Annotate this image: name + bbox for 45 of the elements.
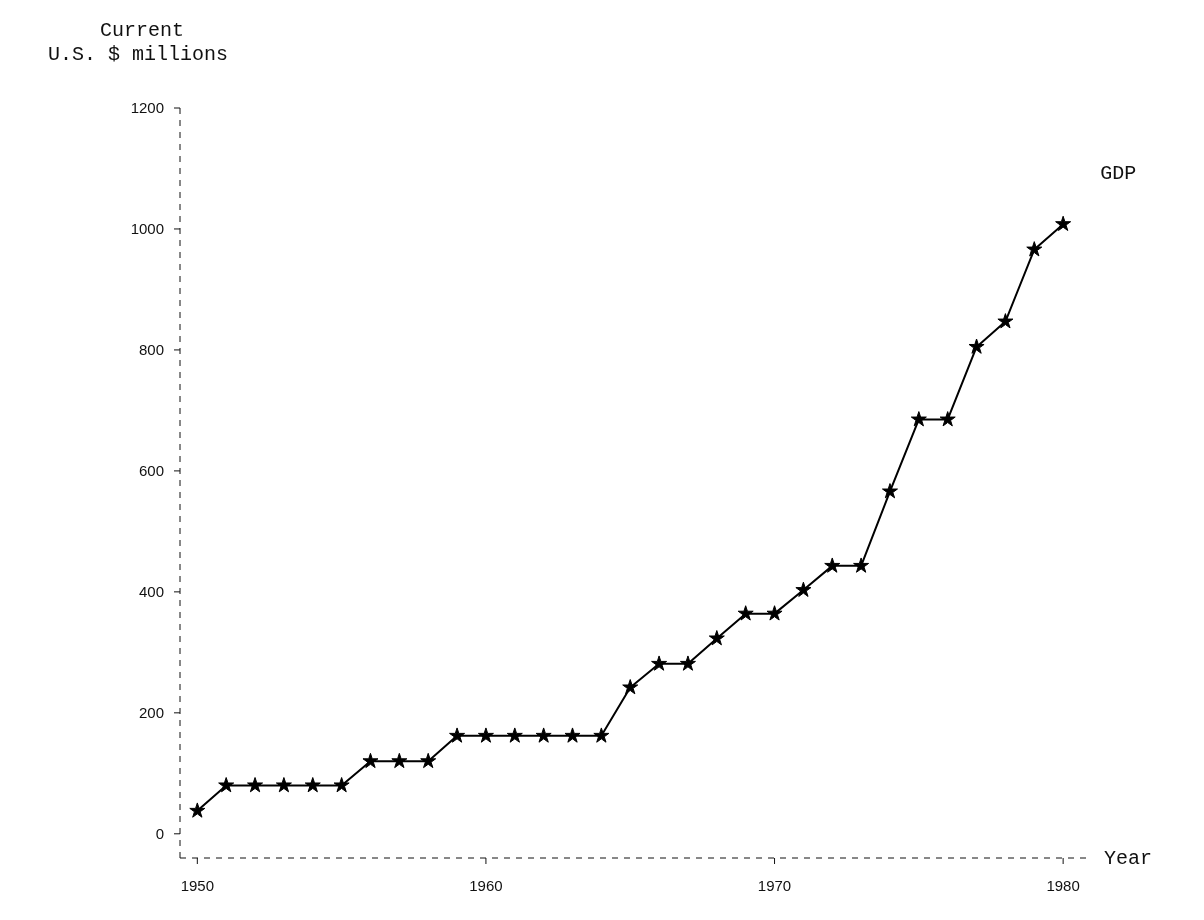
y-tick-label: 200 (138, 704, 164, 722)
point (391, 752, 408, 769)
point (593, 727, 610, 743)
point (535, 727, 552, 743)
y-tick-label: 800 (138, 341, 164, 359)
x-tick-label: 1960 (469, 876, 503, 894)
point (766, 605, 783, 621)
x-axis-title: Year (1104, 847, 1153, 870)
point (449, 727, 466, 743)
point (564, 727, 581, 743)
y-tick-label: 400 (138, 583, 164, 601)
point (622, 679, 639, 695)
point (968, 338, 985, 354)
point (189, 802, 206, 818)
point (420, 752, 437, 769)
y-tick-label: 1200 (130, 99, 164, 117)
point (737, 605, 754, 621)
point (477, 727, 494, 743)
x-tick-label: 1950 (180, 876, 214, 894)
point (1026, 241, 1043, 257)
point (708, 630, 725, 646)
point (275, 777, 292, 793)
y-axis-title: Current U.S. $ millions (48, 19, 229, 66)
y-tick-label: 0 (155, 825, 164, 843)
point (795, 581, 812, 597)
point (362, 752, 379, 769)
point (247, 777, 264, 793)
point (853, 557, 870, 573)
point (1055, 215, 1072, 232)
point (824, 557, 841, 573)
point (881, 483, 898, 499)
x-tick-label: 1970 (757, 876, 792, 894)
y-tick-label: 600 (138, 462, 164, 480)
point (679, 655, 696, 671)
point (333, 777, 350, 793)
point (218, 777, 235, 793)
point (506, 727, 523, 743)
point (910, 411, 927, 427)
text: GDP (1100, 162, 1137, 186)
point (997, 313, 1014, 329)
y-tick-label: 1000 (130, 220, 164, 238)
point (304, 777, 321, 793)
point (939, 411, 956, 427)
x-tick-label: 1980 (1046, 876, 1080, 894)
point (651, 655, 668, 671)
